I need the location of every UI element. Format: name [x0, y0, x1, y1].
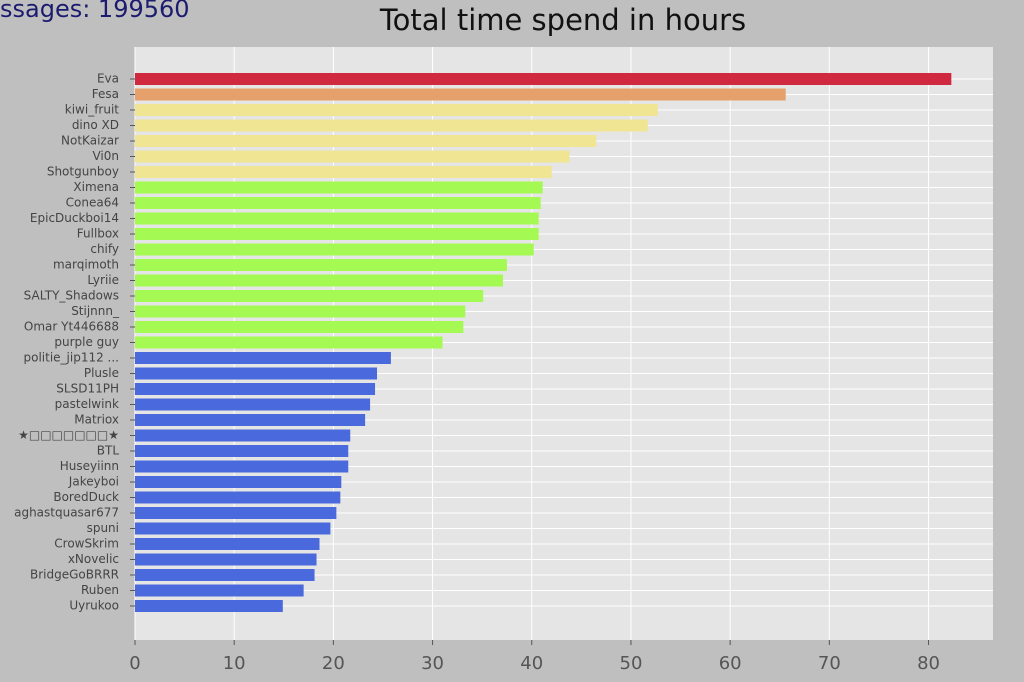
y-tick-label: BoredDuck	[53, 490, 119, 504]
y-tick-label: Plusle	[84, 366, 119, 380]
y-tick-label: Shotgunboy	[47, 165, 119, 179]
y-tick-label: Huseyiinn	[60, 459, 119, 473]
y-tick-label: Eva	[97, 72, 119, 86]
x-tick-label: 50	[620, 653, 643, 674]
bar	[135, 321, 464, 333]
corner-text: ssages: 199560	[0, 0, 190, 23]
y-tick-label: SLSD11PH	[56, 382, 119, 396]
bar	[135, 491, 341, 504]
y-tick-label: Matriox	[74, 413, 119, 427]
y-tick-label: xNovelic	[68, 552, 119, 566]
x-tick-label: 10	[223, 653, 246, 674]
bar	[135, 305, 466, 318]
y-tick-label: ★□□□□□□□★	[18, 428, 119, 442]
bar	[135, 398, 371, 411]
y-tick-label: BridgeGoBRRR	[30, 568, 119, 582]
y-tick-label: SALTY_Shadows	[24, 289, 119, 303]
bar	[135, 150, 570, 163]
bar	[135, 553, 317, 566]
bar	[135, 414, 366, 426]
y-tick-label: Stijnnn_	[71, 304, 120, 318]
y-tick-label: Jakeyboi	[68, 475, 119, 489]
y-tick-label: marqimoth	[53, 258, 119, 272]
bar	[135, 135, 597, 147]
bar	[135, 522, 331, 535]
y-tick-label: Ruben	[81, 583, 119, 597]
bar	[135, 460, 349, 473]
bar	[135, 259, 507, 271]
chart-title: Total time spend in hours	[379, 3, 746, 37]
x-tick-label: 70	[818, 653, 841, 674]
bar	[135, 197, 541, 209]
bar	[135, 212, 539, 225]
bar	[135, 166, 552, 178]
bar	[135, 228, 539, 240]
y-tick-label: spuni	[87, 521, 119, 535]
bar	[135, 538, 320, 550]
y-tick-label: chify	[90, 242, 119, 256]
y-tick-label: Conea64	[66, 196, 119, 210]
y-tick-label: dino XD	[72, 118, 119, 132]
bar	[135, 367, 378, 380]
y-tick-label: Uyrukoo	[69, 599, 119, 613]
y-tick-label: Fullbox	[77, 227, 119, 241]
y-tick-label: purple guy	[54, 335, 119, 349]
y-tick-label: Lyriie	[87, 273, 119, 287]
y-tick-label: Fesa	[92, 87, 119, 101]
x-tick-label: 80	[917, 653, 940, 674]
bar	[135, 584, 304, 597]
bar	[135, 73, 952, 85]
bar	[135, 181, 543, 194]
x-tick-label: 40	[520, 653, 543, 674]
y-tick-label: Vi0n	[92, 149, 119, 163]
bar	[135, 352, 391, 364]
bar	[135, 274, 503, 287]
bar	[135, 445, 349, 457]
y-tick-label: Omar Yt446688	[24, 320, 119, 334]
x-tick-label: 20	[322, 653, 345, 674]
bar	[135, 290, 484, 302]
y-tick-label: CrowSkrim	[54, 537, 119, 551]
y-tick-label: NotKaizar	[61, 134, 119, 148]
y-tick-label: BTL	[97, 444, 120, 458]
bar	[135, 104, 658, 116]
y-tick-label: kiwi_fruit	[65, 103, 120, 117]
x-tick-label: 0	[129, 653, 140, 674]
bar	[135, 336, 443, 349]
bar	[135, 600, 283, 612]
bar	[135, 383, 376, 395]
bar	[135, 476, 342, 488]
y-tick-label: politie_jip112 ...	[24, 351, 120, 365]
x-tick-label: 60	[719, 653, 742, 674]
y-tick-label: EpicDuckboi14	[30, 211, 119, 225]
bar	[135, 88, 786, 101]
bar	[135, 243, 534, 256]
bar	[135, 507, 337, 519]
x-tick-label: 30	[421, 653, 444, 674]
y-tick-label: Ximena	[73, 180, 119, 194]
y-tick-label: pastelwink	[55, 397, 119, 411]
bar	[135, 429, 351, 442]
y-tick-label: aghastquasar677	[14, 506, 119, 520]
bar	[135, 569, 315, 581]
bar	[135, 119, 648, 132]
